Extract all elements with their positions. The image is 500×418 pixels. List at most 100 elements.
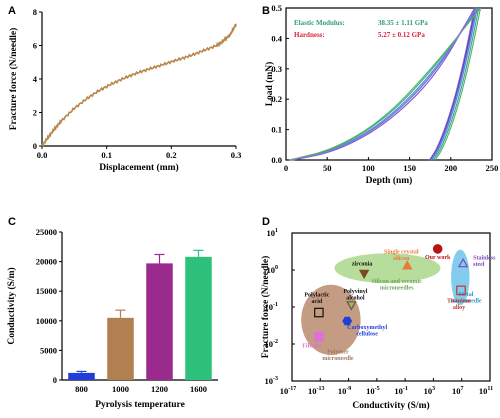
- panel-b-nanoindentation-chart: 0 50 100 150 200 250 0.0 0.1 0.2 0.3 0.4 0.5 Depth (…: [264, 3, 498, 186]
- d-point-label-fibroin-line: Fibroin: [302, 344, 322, 350]
- d-x-tick-exponent: 7: [460, 386, 463, 392]
- a-x-tick-label: 0.2: [166, 150, 177, 160]
- a-y-tick-label: 0: [33, 141, 37, 151]
- d-region-label-silicon-and-ceramic-microneedles: Silicon and ceramic microneedles: [371, 279, 422, 292]
- b-y-tick-label: 0.2: [271, 94, 282, 104]
- b-unloading-curve-4: [428, 7, 476, 161]
- d-point-zirconia: [358, 269, 370, 280]
- d-point-titanium-alloy: [456, 285, 466, 296]
- d-point-label-carboxymethyl-cellulose-line: cellulose: [356, 332, 378, 338]
- c-x-tick-label-1200: 1200: [151, 384, 168, 394]
- d-x-tick-label: 103: [424, 386, 436, 396]
- b-x-axis-label: Depth (nm): [366, 175, 413, 186]
- d-x-tick-exponent: -17: [288, 386, 296, 392]
- b-x-tick-label: 200: [444, 163, 457, 173]
- d-point-label-our-work: Our work: [425, 255, 451, 261]
- d-y-tick-label: 101: [267, 228, 279, 238]
- d-point-label-stainless-steel-line: steel: [473, 262, 485, 268]
- c-y-tick-label: 25000: [36, 227, 57, 237]
- b-y-tick-label: 0.3: [271, 64, 282, 74]
- b-annotation-label-elastic-modulus: Elastic Modulus:: [294, 19, 345, 27]
- d-point-label-polylactic-acid: Polylactic acid: [304, 293, 329, 306]
- d-point-label-titanium-alloy-line: Titanium: [447, 298, 471, 304]
- d-region-label-metal-microneedle-line: Metal: [458, 292, 473, 298]
- b-unloading-curve-2: [431, 7, 478, 161]
- panel-letter-a: A: [8, 5, 16, 17]
- c-x-tick-label-1000: 1000: [112, 384, 129, 394]
- b-x-tick-label: 100: [362, 163, 375, 173]
- d-point-polylactic-acid: [314, 307, 324, 318]
- b-unloading-curve-3: [433, 7, 480, 161]
- c-bar-1600: [185, 256, 212, 380]
- d-point-label-polyvinyl-alcohol-line: alcohol: [346, 296, 365, 302]
- d-point-carboxymethyl-cellulose: [342, 316, 353, 326]
- panel-letter-d: D: [262, 216, 270, 228]
- a-force-curve: [41, 23, 237, 148]
- b-y-tick-label: 0.4: [271, 33, 282, 43]
- b-x-tick-label: 150: [403, 163, 416, 173]
- b-plot-frame: [285, 7, 493, 161]
- b-y-tick-label: 0.1: [271, 125, 282, 135]
- d-point-polyvinyl-alcohol: [346, 301, 357, 311]
- b-annotation-value-2: 5.27 ± 0.12 GPa: [378, 31, 425, 39]
- d-x-axis-label: Conductivity (S/m): [352, 400, 429, 411]
- a-y-tick-label: 6: [33, 41, 37, 51]
- b-y-axis-label: Load (mN): [264, 62, 275, 107]
- d-y-tick-label: 10-2: [265, 339, 279, 349]
- c-bar-1000: [107, 317, 134, 380]
- d-point-label-single-crystal-silicon: Single crystal silicon: [384, 250, 419, 263]
- d-region-label-polymer-microneedle-line: microneedle: [322, 356, 354, 362]
- d-x-tick-label: 10-9: [338, 386, 352, 396]
- d-point-fibroin: [314, 331, 324, 342]
- c-bar-800: [68, 372, 95, 380]
- d-y-tick-label: 10-1: [265, 302, 279, 312]
- a-y-tick-label: 4: [33, 74, 38, 84]
- d-x-tick-exponent: -1: [403, 386, 408, 392]
- d-y-tick-exponent: -3: [273, 376, 278, 382]
- panel-letter-c: C: [8, 216, 16, 228]
- b-loading-curve-5: [289, 7, 481, 161]
- d-point-single-crystal-silicon: [402, 260, 413, 270]
- d-region-label-polymer-microneedle: Polymer microneedle: [322, 349, 354, 362]
- c-y-tick-label: 20000: [36, 257, 57, 267]
- panel-c-bar-chart: 0 5000 10000 15000 20000 25000 800 1000 1200 1600…: [6, 227, 218, 410]
- d-y-tick-exponent: -1: [273, 302, 278, 308]
- d-point-label-polylactic-acid-line: Polylactic: [304, 293, 329, 299]
- d-x-tick-label: 10-13: [308, 386, 325, 396]
- d-point-label-fibroin: Fibroin: [302, 344, 322, 350]
- c-y-tick-label: 15000: [36, 286, 57, 296]
- d-y-tick-exponent: 1: [275, 228, 278, 234]
- d-point-label-titanium-alloy: Titanium alloy: [447, 298, 471, 311]
- c-x-axis-label: Pyrolysis temperature: [95, 400, 185, 410]
- d-region-silicon-and-ceramic-microneedles: [334, 253, 441, 283]
- d-x-tick-exponent: -9: [346, 386, 351, 392]
- d-x-tick-label: 10-5: [366, 386, 380, 396]
- d-point-label-polyvinyl-alcohol-line: Polyvinyl: [343, 289, 367, 295]
- d-point-label-zirconia-line: zirconia: [352, 262, 373, 268]
- d-point-label-our-work-line: Our work: [425, 255, 451, 261]
- d-point-label-stainless-steel: Stainless steel: [473, 255, 496, 268]
- c-y-tick-label: 5000: [40, 345, 57, 355]
- d-region-label-silicon-and-ceramic-microneedles-line: Silicon and ceramic: [371, 279, 422, 285]
- d-y-tick-exponent: -2: [273, 339, 278, 345]
- d-y-axis-label: Fracture force (N/needle): [260, 256, 271, 359]
- b-unloading-curve-5: [434, 7, 482, 161]
- b-x-tick-label: 250: [486, 163, 499, 173]
- b-unloading-curve-6: [430, 7, 477, 161]
- a-x-tick-label: 0.1: [101, 150, 112, 160]
- d-point-label-zirconia: zirconia: [352, 262, 373, 268]
- panel-letter-b: B: [262, 5, 270, 17]
- b-y-tick-label: 0.5: [271, 3, 282, 13]
- d-x-tick-label: 1011: [479, 386, 493, 396]
- d-y-tick-label: 100: [267, 265, 279, 275]
- b-annotation-value-1: 38.35 ± 1.11 GPa: [378, 19, 428, 27]
- d-x-tick-label: 10-1: [394, 386, 408, 396]
- panel-a-line-chart: 0.0 0.1 0.2 0.3 0 2 4 6 8 Displacement (mm) Fractu…: [8, 7, 241, 173]
- d-point-label-polylactic-acid-line: acid: [312, 299, 323, 305]
- b-annotation-label-hardness: Hardness:: [294, 31, 325, 39]
- d-x-tick-label: 10-17: [280, 386, 297, 396]
- a-y-axis-label: Fracture force (N/needle): [8, 28, 19, 131]
- panel-d-ashby-chart: 10-17 10-13 10-9 10-5 10-1 103 107 101110110010…: [260, 228, 496, 411]
- d-x-tick-exponent: -13: [317, 386, 325, 392]
